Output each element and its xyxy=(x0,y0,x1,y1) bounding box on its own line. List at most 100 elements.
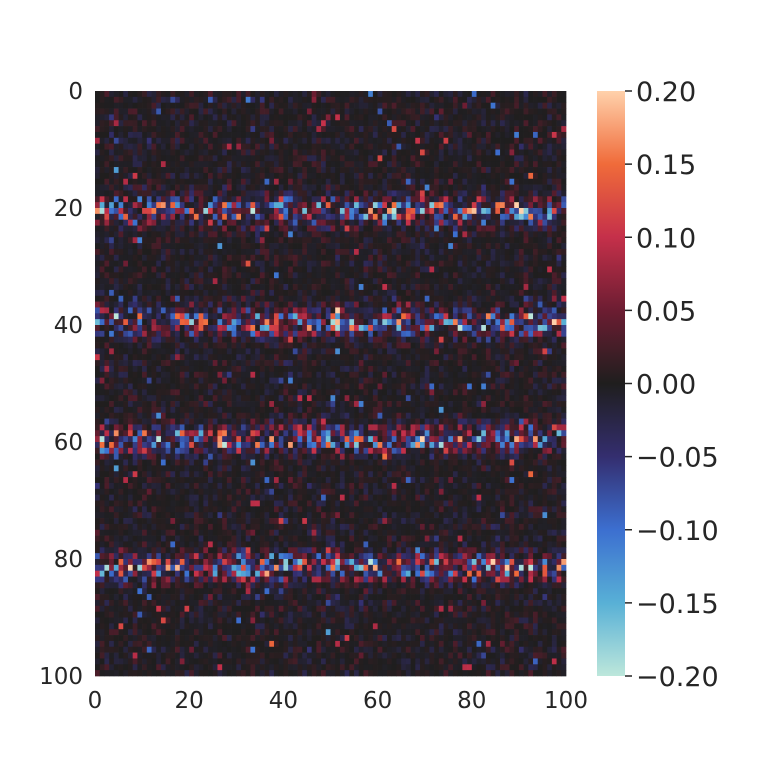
heatmap-cell xyxy=(184,342,190,349)
heatmap-cell xyxy=(123,260,129,267)
heatmap-cell xyxy=(212,91,218,98)
heatmap-cell xyxy=(118,219,124,226)
heatmap-cell xyxy=(556,161,562,168)
heatmap-cell xyxy=(354,91,360,98)
heatmap-cell xyxy=(523,266,529,273)
heatmap-cell xyxy=(231,278,237,285)
heatmap-cell xyxy=(217,330,223,338)
heatmap-cell xyxy=(391,307,397,314)
heatmap-cell xyxy=(556,202,562,209)
heatmap-cell xyxy=(528,196,534,203)
heatmap-cell xyxy=(429,313,435,320)
heatmap-cell xyxy=(170,108,176,115)
heatmap-cell xyxy=(335,184,341,191)
heatmap-cell xyxy=(217,278,223,285)
heatmap-cell xyxy=(504,172,510,180)
heatmap-cell xyxy=(533,319,539,326)
heatmap-cell xyxy=(273,178,280,185)
heatmap-cell xyxy=(387,325,393,332)
heatmap-cell xyxy=(405,178,411,185)
heatmap-cell xyxy=(514,196,520,203)
heatmap-cell xyxy=(485,313,491,320)
heatmap-cell xyxy=(95,348,101,355)
heatmap-cell xyxy=(372,172,378,180)
heatmap-cell xyxy=(377,161,383,168)
heatmap-cell xyxy=(259,126,265,133)
heatmap-cell xyxy=(306,243,313,250)
heatmap-cell xyxy=(151,131,157,139)
heatmap-cell xyxy=(339,342,345,349)
heatmap-cell xyxy=(542,301,548,308)
heatmap-cell xyxy=(137,120,143,127)
heatmap-cell xyxy=(273,284,280,291)
heatmap-cell xyxy=(528,184,534,191)
heatmap-cell xyxy=(419,161,426,168)
heatmap-cell xyxy=(189,248,195,256)
heatmap-cell xyxy=(495,184,501,191)
heatmap-cell xyxy=(396,161,402,168)
heatmap-cell xyxy=(533,354,539,361)
heatmap-cell xyxy=(269,284,275,291)
heatmap-cell xyxy=(528,120,534,127)
heatmap-cell xyxy=(382,155,388,162)
heatmap-cell xyxy=(419,295,426,302)
heatmap-cell xyxy=(259,266,265,273)
heatmap-cell xyxy=(452,213,459,221)
heatmap-cell xyxy=(500,243,506,250)
heatmap-cell xyxy=(132,196,138,203)
heatmap-cell xyxy=(405,371,411,378)
heatmap-cell xyxy=(109,289,115,297)
heatmap-cell xyxy=(208,248,214,256)
heatmap-cell xyxy=(415,208,421,215)
heatmap-cell xyxy=(175,348,181,355)
heatmap-cell xyxy=(231,231,237,238)
heatmap-cell xyxy=(448,149,454,156)
heatmap-cell xyxy=(401,91,407,98)
heatmap-cell xyxy=(372,342,378,349)
heatmap-cell xyxy=(518,196,524,203)
heatmap-cell xyxy=(551,196,557,203)
heatmap-cell xyxy=(363,377,369,384)
heatmap-cell xyxy=(500,360,506,367)
heatmap-cell xyxy=(542,365,548,373)
heatmap-cell xyxy=(429,354,435,361)
heatmap-cell xyxy=(306,336,313,343)
heatmap-cell xyxy=(245,202,251,209)
heatmap-cell xyxy=(401,342,407,349)
heatmap-cell xyxy=(542,178,548,185)
heatmap-cell xyxy=(113,172,119,180)
heatmap-cell xyxy=(165,377,171,384)
heatmap-cell xyxy=(368,295,374,302)
heatmap-cell xyxy=(231,301,237,308)
heatmap-cell xyxy=(306,219,313,226)
heatmap-cell xyxy=(401,208,407,215)
heatmap-cell xyxy=(193,126,199,133)
heatmap-cell xyxy=(495,365,501,373)
heatmap-cell xyxy=(269,91,275,98)
heatmap-cell xyxy=(306,377,313,384)
heatmap-cell xyxy=(410,137,416,144)
heatmap-cell xyxy=(137,202,143,209)
heatmap-cell xyxy=(556,167,562,174)
heatmap-cell xyxy=(485,96,491,104)
heatmap-cell xyxy=(316,161,322,168)
heatmap-cell xyxy=(504,178,510,185)
heatmap-cell xyxy=(208,243,214,250)
heatmap-cell xyxy=(438,213,444,221)
heatmap-cell xyxy=(542,295,548,302)
heatmap-cell xyxy=(419,91,426,98)
heatmap-cell xyxy=(354,231,360,238)
heatmap-cell xyxy=(142,254,148,261)
heatmap-cell xyxy=(452,108,459,115)
heatmap-cell xyxy=(231,330,237,338)
heatmap-cell xyxy=(321,330,327,338)
heatmap-cell xyxy=(415,260,421,267)
heatmap-cell xyxy=(278,208,284,215)
heatmap-cell xyxy=(339,243,345,250)
heatmap-cell xyxy=(184,295,190,302)
heatmap-cell xyxy=(358,336,364,343)
heatmap-cell xyxy=(528,178,534,185)
heatmap-cell xyxy=(325,131,331,139)
heatmap-cell xyxy=(184,167,190,174)
heatmap-cell xyxy=(429,307,435,314)
